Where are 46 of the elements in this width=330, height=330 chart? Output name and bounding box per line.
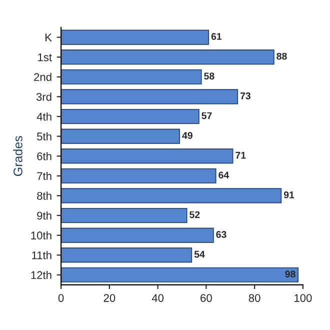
bar xyxy=(61,30,210,45)
bar xyxy=(61,168,216,184)
y-tick-label: 9th xyxy=(37,211,52,220)
y-tick-label: 2nd xyxy=(34,72,52,82)
y-tick-label: 1st xyxy=(38,53,52,62)
x-tick-label: 100 xyxy=(294,294,312,302)
bar xyxy=(61,208,188,224)
x-tick-label: 0 xyxy=(58,294,64,302)
y-tick-label: 3rd xyxy=(36,92,52,101)
data-label: 63 xyxy=(216,231,226,238)
bar xyxy=(61,128,180,144)
data-label: 71 xyxy=(236,152,246,159)
data-label: 52 xyxy=(190,211,200,218)
y-tick-label: K xyxy=(46,34,52,42)
y-tick-label: 12th xyxy=(31,270,52,280)
data-label: 64 xyxy=(218,172,230,178)
bar xyxy=(61,50,274,65)
y-tick-label: 5th xyxy=(37,132,52,140)
y-tick-label: 11th xyxy=(32,251,52,260)
data-label: 54 xyxy=(194,250,205,258)
data-label: 91 xyxy=(284,191,294,198)
data-label: 88 xyxy=(276,52,287,60)
bar xyxy=(61,148,234,164)
bar xyxy=(61,89,238,104)
bar xyxy=(61,267,299,282)
data-label: 49 xyxy=(182,132,192,139)
data-label: 57 xyxy=(202,112,212,120)
x-tick-label: 20 xyxy=(104,294,116,302)
bar xyxy=(61,108,200,124)
y-tick-label: 10th xyxy=(31,231,52,240)
y-tick-label: 6th xyxy=(37,152,52,160)
data-label: 98 xyxy=(285,270,296,278)
data-label: 61 xyxy=(211,33,222,40)
data-label: 58 xyxy=(204,72,214,80)
bar xyxy=(61,228,214,243)
y-tick-label: 8th xyxy=(37,192,52,200)
data-label: 73 xyxy=(240,92,251,100)
y-axis-title: Grades xyxy=(13,136,22,176)
bar xyxy=(61,69,202,84)
x-tick-label: 40 xyxy=(152,294,164,302)
x-tick-label: 80 xyxy=(248,294,260,302)
x-tick-label: 60 xyxy=(200,294,212,302)
y-tick-label: 7th xyxy=(37,172,52,180)
bar xyxy=(61,188,282,204)
y-tick-label: 4th xyxy=(36,112,52,121)
bar xyxy=(61,248,192,263)
